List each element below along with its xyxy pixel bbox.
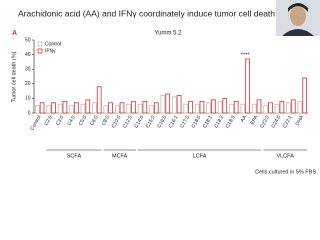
- bar: [96, 86, 102, 114]
- x-tick-label: EPA: [249, 114, 259, 126]
- panel-label: A: [12, 30, 17, 37]
- bar: [233, 100, 239, 114]
- bar: [297, 100, 303, 114]
- x-tick-label: C6:0: [89, 114, 100, 126]
- bar: [206, 102, 211, 114]
- bar: [188, 100, 193, 114]
- x-tick-label: C2:0: [44, 114, 55, 126]
- x-tick-label: C16:1: [168, 114, 180, 129]
- bar: [103, 105, 109, 114]
- x-tick-label: C18:0: [191, 114, 203, 129]
- bar: [137, 103, 143, 114]
- bar: [85, 99, 91, 114]
- bar: [279, 100, 285, 114]
- y-tick-label: 30: [25, 67, 31, 73]
- bar: [126, 103, 131, 114]
- bar: [263, 105, 268, 114]
- bar: [240, 103, 246, 114]
- bar: [57, 103, 63, 114]
- legend-label: IFNγ: [45, 48, 56, 54]
- chart-subtitle: Yumm 5.2: [154, 31, 182, 37]
- significance: ****: [241, 52, 250, 58]
- background: [0, 0, 320, 180]
- x-tick-label: C18:2: [213, 114, 225, 129]
- x-tick-label: C12:0: [122, 114, 134, 129]
- bar: [302, 77, 308, 114]
- bar: [74, 102, 79, 114]
- bar: [229, 103, 234, 114]
- note: Cells cultured in 5% FBS: [255, 169, 316, 175]
- bar: [286, 102, 291, 114]
- group-label: LCFA: [193, 153, 207, 159]
- bar: [222, 98, 228, 114]
- group-label: MCFA: [112, 153, 128, 159]
- bar: [199, 100, 205, 114]
- bar: [92, 102, 97, 114]
- bar: [114, 105, 120, 114]
- bar: [176, 95, 182, 114]
- bar: [69, 105, 74, 114]
- face: [290, 6, 306, 26]
- x-tick-label: DHA: [295, 114, 306, 127]
- bar: [160, 95, 166, 114]
- slide-title: Arachidonic acid (AA) and IFNγ coordinat…: [18, 8, 275, 18]
- bar: [217, 100, 223, 114]
- bar: [274, 103, 280, 114]
- y-tick-label: 10: [25, 96, 31, 102]
- legend-swatch: [37, 48, 43, 54]
- x-tick-label: C16:0: [156, 114, 168, 129]
- legend-swatch: [37, 41, 43, 47]
- x-tick-label: C22:0: [259, 114, 271, 129]
- bar: [211, 99, 216, 114]
- y-axis-label: Tumor cell death (%): [11, 51, 17, 102]
- bar: [80, 103, 86, 114]
- x-tick-label: C5:0: [78, 114, 89, 126]
- x-tick-label: C15:0: [145, 114, 157, 129]
- y-tick-label: 20: [25, 81, 31, 87]
- bar: [131, 100, 136, 114]
- x-tick-label: AA: [240, 114, 249, 123]
- x-tick-label: C14:0: [133, 114, 145, 129]
- hair: [288, 3, 308, 12]
- shoulders: [282, 29, 314, 36]
- bar: [142, 100, 148, 114]
- y-tick-label: 0: [28, 110, 31, 116]
- bar: [165, 93, 171, 114]
- bar: [245, 58, 250, 114]
- x-tick-label: C3:0: [55, 114, 66, 126]
- bar: [62, 100, 68, 114]
- bar: [268, 102, 273, 114]
- bar: [290, 99, 296, 114]
- x-tick-label: C10:0: [111, 114, 123, 129]
- bar: [34, 105, 40, 114]
- slide: Arachidonic acid (AA) and IFNγ coordinat…: [0, 0, 320, 180]
- bar: [194, 103, 200, 114]
- x-tick-label: C24:0: [270, 114, 282, 129]
- x-tick-label: C17:0: [179, 114, 191, 129]
- y-tick-label: 40: [25, 52, 31, 58]
- x-tick-label: C4:0: [66, 114, 77, 126]
- bar: [119, 102, 125, 114]
- bar: [171, 96, 177, 114]
- bar: [183, 103, 189, 114]
- x-tick-label: C18:3: [225, 114, 237, 129]
- bar: [153, 102, 159, 114]
- bar: [251, 103, 257, 114]
- bar: [149, 105, 154, 114]
- y-tick-label: 50: [25, 37, 31, 43]
- x-tick-label: C8:0: [101, 114, 112, 126]
- presenter-video: [276, 0, 320, 36]
- group-label: VLCFA: [276, 153, 294, 159]
- bar: [108, 102, 113, 114]
- bar: [256, 99, 262, 114]
- x-tick-label: C18:1: [202, 114, 214, 129]
- legend-label: Control: [45, 41, 61, 47]
- bar: [46, 105, 52, 114]
- group-label: SCFA: [67, 153, 82, 159]
- x-tick-label: C22:1: [282, 114, 294, 129]
- bar: [39, 102, 45, 114]
- bar: [51, 102, 56, 114]
